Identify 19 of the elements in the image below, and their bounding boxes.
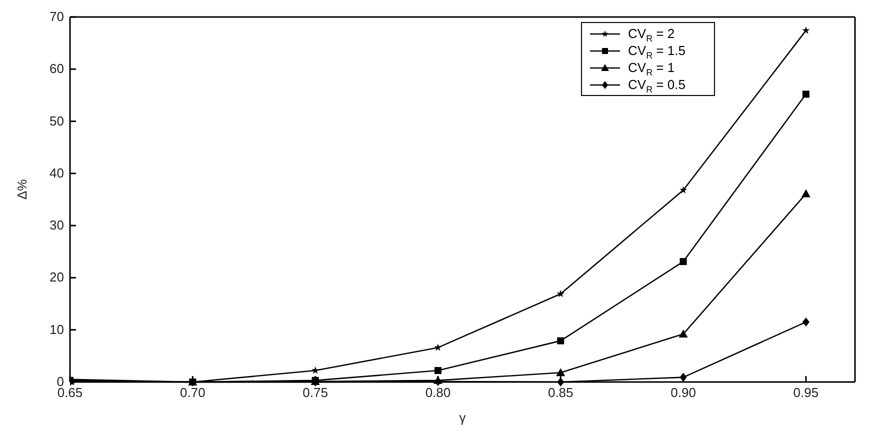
y-tick-label: 70 — [50, 9, 64, 24]
y-tick-label: 10 — [50, 322, 64, 337]
x-tick-label: 0.95 — [793, 385, 819, 400]
x-tick-label: 0.80 — [425, 385, 451, 400]
y-tick-label: 30 — [50, 218, 64, 233]
legend-label: CV$_{R}$ = 1 — [628, 59, 675, 78]
legend-label: CV$_{R}$ = 2 — [628, 25, 675, 44]
y-tick-label: 40 — [50, 165, 64, 180]
x-tick-label: 0.75 — [302, 385, 328, 400]
y-tick-label: 20 — [50, 270, 64, 285]
legend-label: CV$_{R}$ = 0.5 — [628, 76, 686, 95]
x-tick-label: 0.70 — [180, 385, 206, 400]
y-tick-label: 50 — [50, 113, 64, 128]
y-tick-label: 60 — [50, 61, 64, 76]
x-tick-label: 0.85 — [548, 385, 574, 400]
legend-label: CV$_{R}$ = 1.5 — [628, 42, 686, 61]
x-axis-title: γ — [459, 410, 466, 425]
y-axis-title: Δ% — [14, 178, 30, 200]
x-tick-label: 0.90 — [670, 385, 696, 400]
